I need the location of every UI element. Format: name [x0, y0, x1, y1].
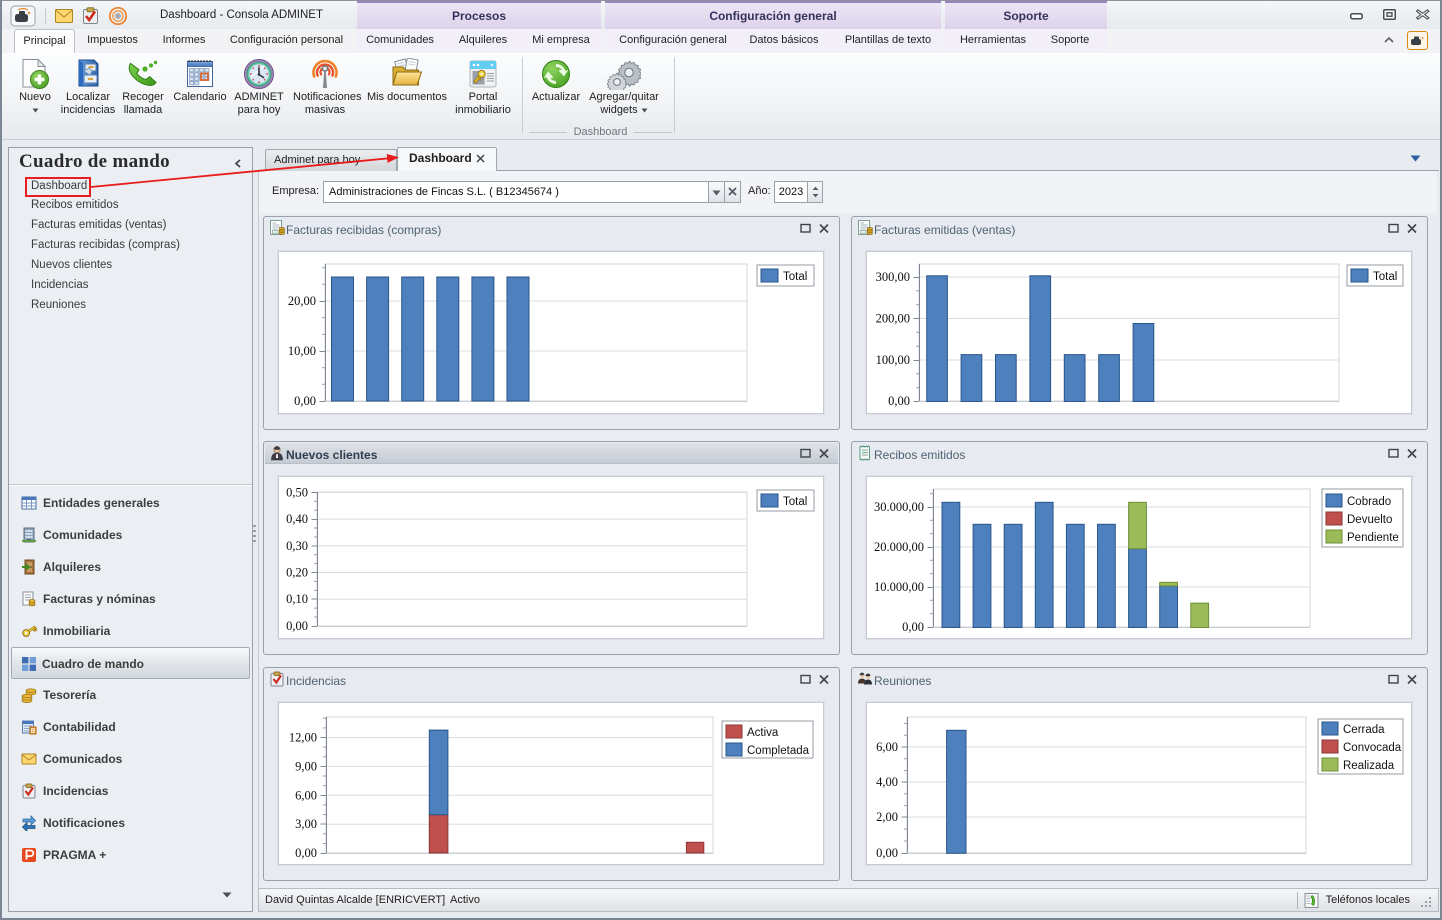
- svg-text:2,00: 2,00: [876, 810, 898, 824]
- svg-text:0,30: 0,30: [286, 539, 308, 553]
- svg-text:10.000,00: 10.000,00: [874, 580, 924, 594]
- svg-text:Activa: Activa: [747, 727, 779, 739]
- svg-text:0,00: 0,00: [286, 619, 308, 633]
- svg-text:Total: Total: [783, 496, 807, 508]
- svg-text:6,00: 6,00: [876, 740, 898, 754]
- svg-text:Pendiente: Pendiente: [1347, 532, 1399, 544]
- svg-text:20,00: 20,00: [288, 294, 316, 308]
- svg-text:0,00: 0,00: [902, 620, 924, 634]
- svg-text:300,00: 300,00: [876, 270, 910, 284]
- svg-text:0,00: 0,00: [294, 394, 316, 408]
- svg-text:3,00: 3,00: [295, 817, 317, 831]
- svg-text:0,50: 0,50: [286, 486, 308, 500]
- svg-text:Convocada: Convocada: [1343, 742, 1402, 754]
- svg-text:20.000,00: 20.000,00: [874, 540, 924, 554]
- svg-text:10,00: 10,00: [288, 344, 316, 358]
- svg-text:Total: Total: [1373, 271, 1397, 283]
- svg-text:0,00: 0,00: [888, 394, 910, 408]
- svg-text:0,40: 0,40: [286, 512, 308, 526]
- svg-text:Completada: Completada: [747, 745, 810, 757]
- svg-text:200,00: 200,00: [876, 312, 910, 326]
- svg-text:Realizada: Realizada: [1343, 760, 1395, 772]
- svg-text:0,00: 0,00: [876, 846, 898, 860]
- svg-text:0,10: 0,10: [286, 592, 308, 606]
- svg-text:0,20: 0,20: [286, 566, 308, 580]
- svg-text:30.000,00: 30.000,00: [874, 500, 924, 514]
- svg-text:6,00: 6,00: [295, 789, 317, 803]
- svg-text:0,00: 0,00: [295, 846, 317, 860]
- svg-text:4,00: 4,00: [876, 775, 898, 789]
- svg-text:12,00: 12,00: [289, 731, 317, 745]
- svg-text:9,00: 9,00: [295, 760, 317, 774]
- svg-text:100,00: 100,00: [876, 353, 910, 367]
- svg-text:Devuelto: Devuelto: [1347, 514, 1392, 526]
- svg-text:Cerrada: Cerrada: [1343, 724, 1385, 736]
- svg-text:Cobrado: Cobrado: [1347, 496, 1391, 508]
- svg-text:Total: Total: [783, 271, 807, 283]
